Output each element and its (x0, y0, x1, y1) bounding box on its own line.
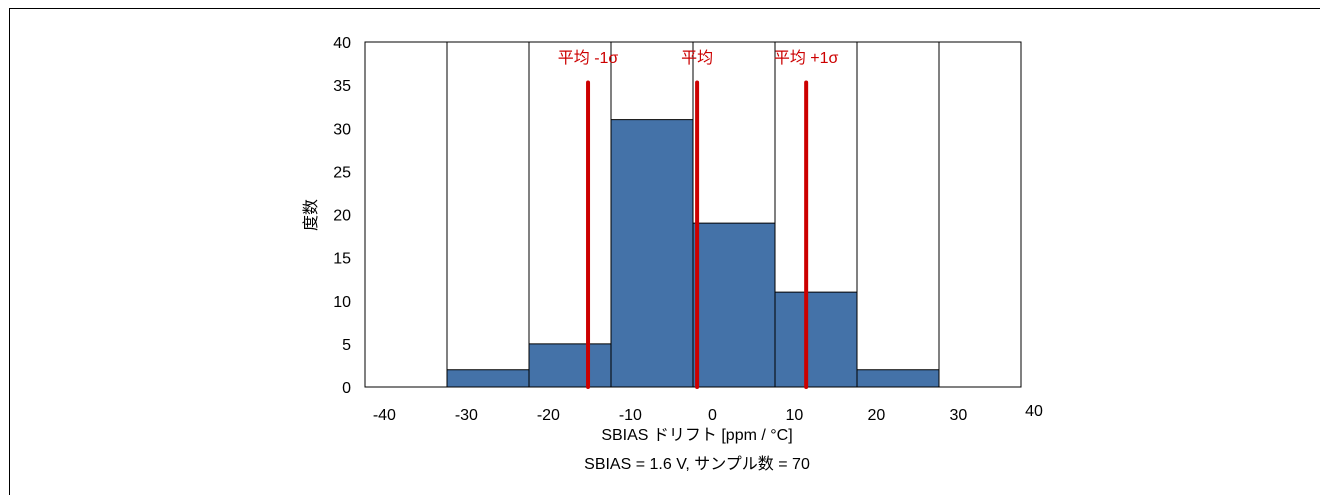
histogram-bin-frame (446, 41, 530, 388)
x-tick-label: -30 (455, 407, 478, 424)
y-tick-label: 0 (342, 380, 351, 397)
x-tick-label: -10 (619, 407, 642, 424)
marker-label: 平均 +1σ (774, 49, 839, 67)
histogram-bar (856, 369, 940, 388)
histogram-bar (692, 222, 776, 388)
histogram-bin-frame (938, 41, 1022, 388)
x-tick-label: 0 (708, 407, 717, 424)
y-tick-label: 35 (333, 78, 351, 95)
histogram-bar (610, 119, 694, 388)
histogram-bin-frame (364, 41, 448, 388)
y-tick-label: 10 (333, 294, 351, 311)
y-tick-label: 25 (333, 164, 351, 181)
x-tick-label: -20 (537, 407, 560, 424)
x-tick-label: -40 (373, 407, 396, 424)
y-tick-label: 5 (342, 337, 351, 354)
y-tick-label: 40 (333, 35, 351, 52)
histogram-bin-frame (856, 41, 940, 388)
histogram-bar (528, 343, 612, 388)
histogram-bar (446, 369, 530, 388)
histogram-bar (774, 291, 858, 388)
marker-label: 平均 (681, 49, 713, 67)
x-axis-label: SBIAS ドリフト [ppm / °C] (601, 427, 792, 444)
x-tick-label: 40 (1025, 403, 1043, 420)
y-tick-label: 30 (333, 121, 351, 138)
y-axis-label: 度数 (302, 199, 320, 231)
chart-subtitle: SBIAS = 1.6 V, サンプル数 = 70 (584, 455, 810, 473)
x-tick-label: 10 (786, 407, 804, 424)
x-tick-label: 30 (950, 407, 968, 424)
figure-frame (9, 8, 1320, 495)
histogram-bin-frame (528, 41, 612, 388)
marker-label: 平均 -1σ (558, 49, 619, 67)
x-tick-label: 20 (868, 407, 886, 424)
y-tick-label: 15 (333, 251, 351, 268)
y-tick-label: 20 (333, 208, 351, 225)
